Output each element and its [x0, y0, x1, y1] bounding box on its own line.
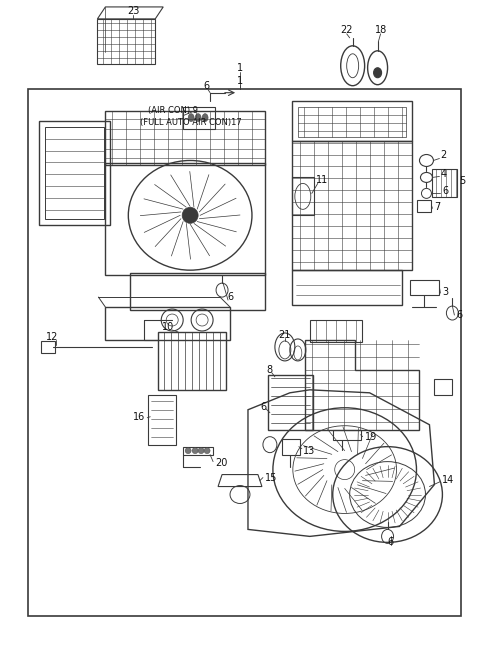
Bar — [292, 141, 411, 270]
Text: 16: 16 — [133, 412, 145, 422]
Text: 6: 6 — [387, 537, 394, 548]
Ellipse shape — [182, 208, 198, 223]
Text: (FULL AUTO AIR CON)17: (FULL AUTO AIR CON)17 — [140, 118, 242, 127]
Bar — [310, 320, 361, 342]
Bar — [41, 341, 55, 353]
Bar — [28, 88, 461, 616]
Bar — [183, 447, 213, 455]
Text: 6: 6 — [456, 310, 463, 320]
Text: 15: 15 — [265, 472, 277, 483]
Text: 22: 22 — [340, 25, 353, 35]
Text: 21: 21 — [279, 330, 291, 340]
Bar — [292, 270, 402, 305]
Ellipse shape — [204, 447, 210, 454]
Bar — [298, 107, 406, 136]
Ellipse shape — [192, 447, 198, 454]
Text: 5: 5 — [459, 176, 466, 187]
Text: 13: 13 — [303, 445, 315, 456]
Text: 18: 18 — [374, 25, 387, 35]
Text: 1: 1 — [237, 76, 243, 86]
Text: 14: 14 — [443, 475, 455, 485]
Bar — [434, 379, 452, 395]
Text: 12: 12 — [47, 332, 59, 342]
Text: 6: 6 — [261, 402, 267, 412]
Text: 20: 20 — [215, 458, 228, 468]
Bar — [268, 375, 313, 430]
Ellipse shape — [335, 460, 355, 479]
Text: 3: 3 — [443, 287, 448, 297]
Bar — [432, 170, 457, 197]
Ellipse shape — [185, 447, 191, 454]
Bar — [106, 111, 265, 166]
Text: 19: 19 — [365, 432, 377, 441]
Text: 10: 10 — [162, 322, 174, 332]
Text: 2: 2 — [441, 151, 447, 160]
Bar — [282, 439, 300, 455]
Bar — [148, 395, 176, 445]
Bar — [45, 126, 104, 219]
Text: 6: 6 — [203, 81, 209, 90]
Text: 4: 4 — [441, 170, 446, 179]
Text: (AIR CON) 9: (AIR CON) 9 — [148, 106, 198, 115]
Bar — [292, 178, 314, 215]
Ellipse shape — [195, 113, 201, 122]
Bar — [106, 164, 265, 275]
Bar — [292, 101, 411, 141]
Bar — [158, 332, 226, 390]
Bar — [97, 19, 155, 64]
Ellipse shape — [202, 113, 208, 122]
Text: 1: 1 — [237, 63, 243, 73]
Text: 7: 7 — [434, 202, 441, 212]
Text: 6: 6 — [227, 292, 233, 302]
Text: 8: 8 — [267, 365, 273, 375]
Bar — [183, 107, 215, 128]
Ellipse shape — [188, 113, 194, 122]
Ellipse shape — [373, 67, 382, 78]
Bar — [38, 121, 110, 225]
Text: 6: 6 — [443, 187, 448, 196]
Ellipse shape — [295, 183, 311, 210]
Bar — [333, 430, 360, 440]
Text: 23: 23 — [127, 6, 140, 16]
Text: 11: 11 — [316, 176, 328, 185]
Ellipse shape — [198, 447, 204, 454]
